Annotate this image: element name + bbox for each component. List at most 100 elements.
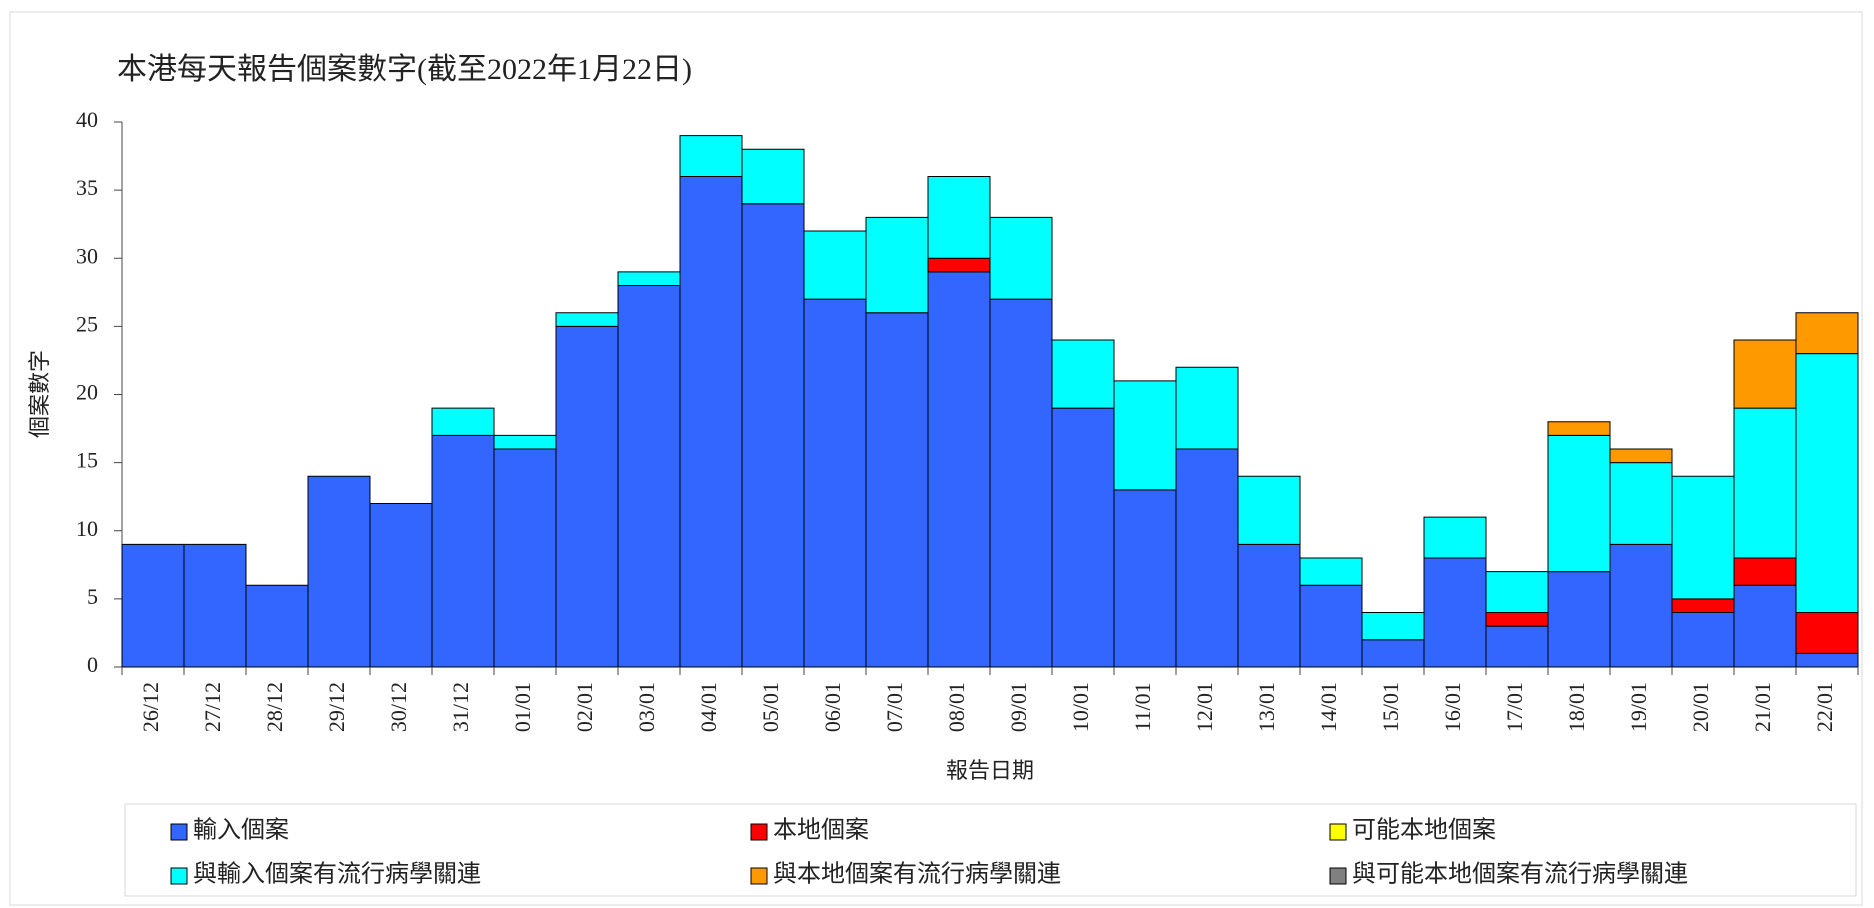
x-tick-label: 10/01 bbox=[1068, 682, 1093, 732]
bar-segment bbox=[1113, 380, 1177, 491]
x-tick-label: 21/01 bbox=[1750, 682, 1775, 732]
bar-segment bbox=[1671, 612, 1735, 668]
bar-segment bbox=[245, 584, 309, 668]
x-tick-label: 04/01 bbox=[696, 682, 721, 732]
bar-segment bbox=[1609, 448, 1673, 464]
bar-segment bbox=[1547, 421, 1611, 436]
bar-segment bbox=[1237, 543, 1301, 668]
y-tick-label: 0 bbox=[87, 652, 98, 677]
bar-segment bbox=[803, 230, 867, 300]
bar-segment bbox=[1485, 571, 1549, 613]
y-tick-label: 10 bbox=[76, 516, 98, 541]
x-tick-label: 02/01 bbox=[572, 682, 597, 732]
y-tick-label: 20 bbox=[76, 380, 98, 405]
bar-segment bbox=[1547, 434, 1611, 573]
x-tick-label: 15/01 bbox=[1378, 682, 1403, 732]
bar-segment bbox=[183, 543, 247, 668]
bar-segment bbox=[1051, 407, 1115, 668]
legend-label: 輸入個案 bbox=[193, 817, 289, 844]
legend-swatch bbox=[170, 823, 188, 841]
x-tick-label: 27/12 bbox=[200, 682, 225, 732]
bar-segment bbox=[803, 298, 867, 668]
bar-segment bbox=[1237, 475, 1301, 545]
x-tick-label: 05/01 bbox=[758, 682, 783, 732]
bar-segment bbox=[1795, 612, 1859, 654]
x-tick-label: 31/12 bbox=[448, 682, 473, 732]
bar-segment bbox=[493, 434, 557, 450]
x-tick-label: 14/01 bbox=[1316, 682, 1341, 732]
bar-segment bbox=[1423, 557, 1487, 668]
bar-segment bbox=[1361, 612, 1425, 641]
bar-segment bbox=[493, 448, 557, 668]
bar-segment bbox=[679, 176, 743, 668]
bar-segment bbox=[555, 325, 619, 668]
y-axis-title: 個案數字 bbox=[27, 350, 52, 438]
x-tick-label: 16/01 bbox=[1440, 682, 1465, 732]
legend-swatch bbox=[750, 867, 768, 885]
bar-segment bbox=[1795, 353, 1859, 613]
bar-segment bbox=[741, 148, 805, 205]
x-tick-label: 13/01 bbox=[1254, 682, 1279, 732]
legend-swatch bbox=[170, 867, 188, 885]
bar-segment bbox=[865, 216, 929, 314]
bar-segment bbox=[1485, 612, 1549, 627]
bar-segment bbox=[1113, 489, 1177, 668]
x-tick-label: 01/01 bbox=[510, 682, 535, 732]
x-tick-label: 11/01 bbox=[1130, 682, 1155, 731]
legend-swatch bbox=[750, 823, 768, 841]
x-tick-label: 18/01 bbox=[1564, 682, 1589, 732]
bar-segment bbox=[1671, 598, 1735, 613]
legend-label: 與本地個案有流行病學關連 bbox=[773, 861, 1061, 888]
x-tick-label: 22/01 bbox=[1812, 682, 1837, 732]
bar-segment bbox=[989, 298, 1053, 668]
bar-segment bbox=[1361, 639, 1425, 668]
legend-label: 可能本地個案 bbox=[1352, 817, 1496, 844]
bar-segment bbox=[1795, 312, 1859, 355]
bar-segment bbox=[431, 407, 495, 436]
bar-segment bbox=[1175, 366, 1239, 450]
bar-segment bbox=[617, 271, 681, 286]
x-tick-label: 26/12 bbox=[138, 682, 163, 732]
x-tick-label: 08/01 bbox=[944, 682, 969, 732]
bar-segment bbox=[307, 475, 371, 668]
bar-segment bbox=[369, 503, 433, 668]
x-tick-label: 09/01 bbox=[1006, 682, 1031, 732]
bar-segment bbox=[741, 203, 805, 668]
x-tick-label: 29/12 bbox=[324, 682, 349, 732]
bar-segment bbox=[1175, 448, 1239, 668]
bar-segment bbox=[679, 135, 743, 177]
legend-swatch bbox=[1329, 823, 1347, 841]
bar-segment bbox=[1547, 571, 1611, 668]
legend-frame bbox=[124, 803, 1857, 897]
bar-segment bbox=[865, 312, 929, 668]
bar-segment bbox=[1051, 339, 1115, 409]
bar-segment bbox=[1733, 557, 1797, 586]
bar-segment bbox=[1609, 543, 1673, 668]
x-tick-label: 07/01 bbox=[882, 682, 907, 732]
bar-segment bbox=[1795, 652, 1859, 668]
y-tick-label: 5 bbox=[87, 584, 98, 609]
legend-swatch bbox=[1329, 867, 1347, 885]
x-tick-label: 06/01 bbox=[820, 682, 845, 732]
legend-label: 與可能本地個案有流行病學關連 bbox=[1352, 861, 1688, 888]
x-tick-label: 20/01 bbox=[1688, 682, 1713, 732]
bar-segment bbox=[1733, 339, 1797, 409]
y-tick-label: 25 bbox=[76, 311, 98, 336]
y-tick-label: 35 bbox=[76, 175, 98, 200]
y-tick-label: 15 bbox=[76, 448, 98, 473]
y-tick-label: 40 bbox=[76, 107, 98, 132]
bar-segment bbox=[927, 257, 991, 273]
bar-segment bbox=[1733, 407, 1797, 559]
x-tick-label: 19/01 bbox=[1626, 682, 1651, 732]
bar-segment bbox=[1423, 516, 1487, 559]
x-tick-label: 30/12 bbox=[386, 682, 411, 732]
bar-segment bbox=[1609, 462, 1673, 545]
x-tick-label: 28/12 bbox=[262, 682, 287, 732]
x-tick-label: 03/01 bbox=[634, 682, 659, 732]
bar-segment bbox=[617, 285, 681, 668]
x-axis-title: 報告日期 bbox=[946, 758, 1034, 783]
bar-segment bbox=[121, 543, 185, 668]
bar-segment bbox=[1733, 584, 1797, 668]
